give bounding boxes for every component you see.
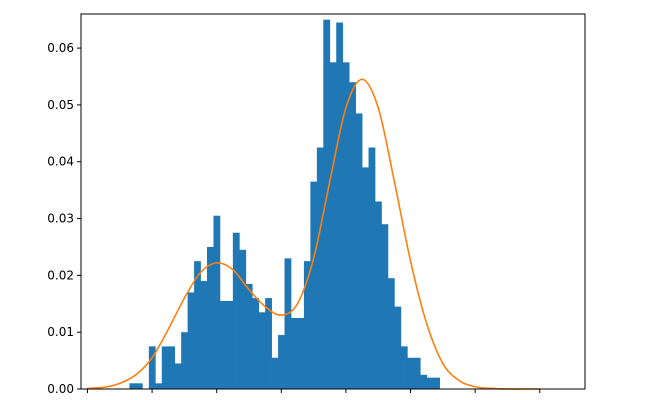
histogram-bar [135,383,143,389]
histogram-bar [297,317,305,389]
histogram-bar [219,300,227,389]
histogram-bar [239,249,247,389]
histogram-bar [168,346,176,389]
histogram-bar [291,317,298,389]
histogram-bar [316,147,324,389]
histogram-bar [323,19,331,390]
histogram-bar [213,215,221,389]
y-tick-label: 0.06 [47,41,74,55]
histogram-bar [181,332,188,389]
histogram-bar [155,383,163,389]
histogram-bar [407,357,415,389]
histogram-bar [174,363,182,389]
histogram-bar [278,335,285,389]
histogram-bar [258,312,266,389]
histogram-bar [387,278,395,389]
y-tick-label: 0.02 [47,268,74,282]
histogram-bar [329,62,337,390]
histogram-bar [362,167,369,389]
histogram-bar [226,300,234,389]
x-axis-ticks [86,389,541,393]
histogram-bar [349,82,356,390]
y-tick-label: 0.04 [47,155,74,169]
histogram-bar [187,292,195,389]
y-tick-label: 0.03 [47,212,74,226]
histogram-bar [381,224,389,389]
histogram-bar [129,383,137,389]
density-curve-0 [86,78,541,390]
axes [80,13,586,390]
histogram-bar [284,258,292,389]
histogram-bar [394,306,402,389]
histogram-bar [148,346,156,389]
y-axis-ticks: 0.00 0.01 0.02 0.03 0.04 0.05 0.06 [47,41,81,396]
histogram-bar [368,147,376,389]
histogram-bar [310,181,318,389]
histogram-bars [129,19,440,390]
histogram-bar [426,377,434,389]
histogram-bar [420,374,428,389]
y-tick-label: 0.01 [47,325,74,339]
histogram-bar [161,346,169,389]
histogram-bar [265,298,272,389]
histogram-bar [375,201,382,389]
histogram-bar [355,113,363,390]
histogram-bar [271,357,279,389]
histogram-bar [303,261,311,389]
histogram-bar [413,357,421,389]
histogram-bar [342,62,350,390]
histogram-bar [232,232,240,389]
histogram-bar [207,246,214,389]
density-lines [86,78,541,390]
histogram-bar [336,22,344,390]
plot-frame [80,13,586,390]
histogram-bar [194,261,201,389]
histogram-bar [400,346,408,389]
histogram-bar [433,377,440,389]
histogram-bar [200,281,208,389]
histogram-bar [245,283,253,389]
y-tick-label: 0.00 [47,382,74,396]
y-tick-label: 0.05 [47,98,74,112]
histogram-bar [252,298,260,389]
